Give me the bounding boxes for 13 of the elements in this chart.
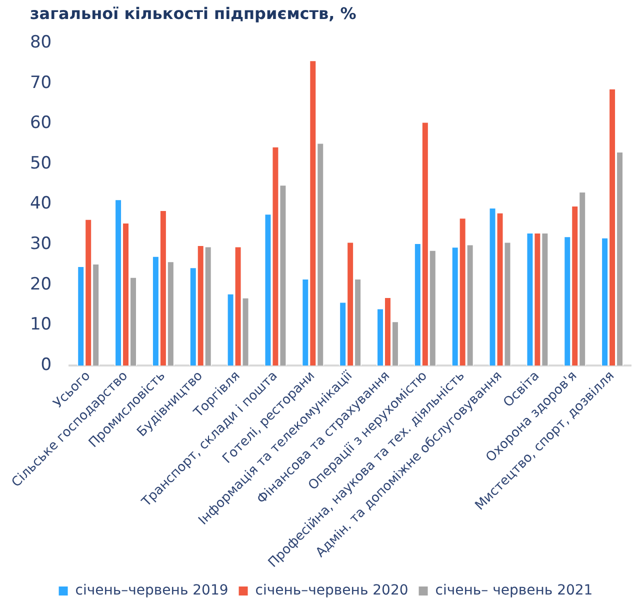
y-tick-label: 30 [30, 234, 52, 254]
y-tick-label: 70 [30, 72, 52, 93]
legend-label: січень– червень 2021 [435, 582, 593, 599]
y-tick-label: 40 [30, 194, 52, 214]
y-tick-label: 50 [30, 153, 52, 174]
legend-label: січень–червень 2019 [75, 582, 228, 599]
legend-label: січень–червень 2020 [255, 582, 408, 599]
y-tick-label: 0 [40, 354, 52, 375]
y-tick-label: 60 [30, 113, 52, 134]
y-tick-label: 80 [30, 32, 52, 53]
y-tick-label: 10 [30, 314, 52, 335]
y-tick-label: 20 [30, 274, 52, 294]
chart-title: загальної кількості підприємств, % [30, 4, 358, 23]
